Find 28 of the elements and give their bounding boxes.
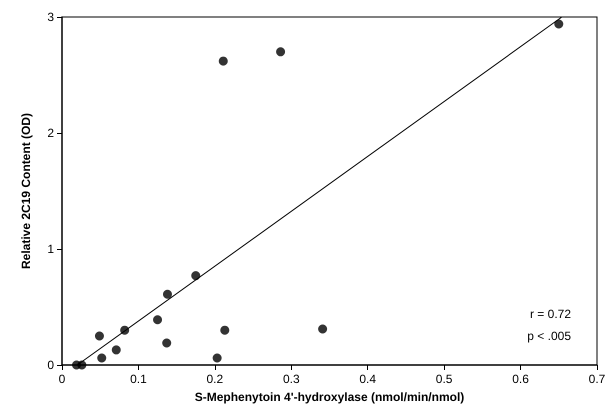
point xyxy=(162,338,172,348)
annotation: r = 0.72 xyxy=(530,307,572,321)
annotation: p < .005 xyxy=(527,329,572,343)
point xyxy=(554,19,564,28)
point xyxy=(94,332,104,340)
point xyxy=(212,354,222,363)
x-tick-label: 0.1 xyxy=(130,372,148,386)
point xyxy=(276,47,286,56)
x-tick-label: 0.4 xyxy=(359,372,376,386)
point xyxy=(153,315,162,324)
x-axis-title: S-Mephenytoin 4'-hydroxylase (nmol/min/nmol) xyxy=(194,390,464,404)
y-tick-label: 0 xyxy=(47,358,54,372)
point xyxy=(220,326,230,335)
x-tick-label: 0.2 xyxy=(206,372,224,386)
point xyxy=(218,56,228,66)
y-tick-label: 3 xyxy=(47,10,54,24)
x-tick-label: 0.5 xyxy=(436,372,453,386)
point xyxy=(97,354,106,363)
x-tick-label: 0.6 xyxy=(512,372,530,386)
x-tick-label: 0 xyxy=(58,372,66,386)
x-tick-label: 0.3 xyxy=(282,372,300,386)
point xyxy=(318,324,328,334)
y-axis-title: Relative 2C19 Content (OD) xyxy=(19,112,33,270)
y-tick-label: 1 xyxy=(47,242,54,256)
x-tick-label: 0.7 xyxy=(588,372,606,386)
point xyxy=(112,345,121,354)
point xyxy=(162,290,172,299)
y-tick-label: 2 xyxy=(47,126,54,140)
